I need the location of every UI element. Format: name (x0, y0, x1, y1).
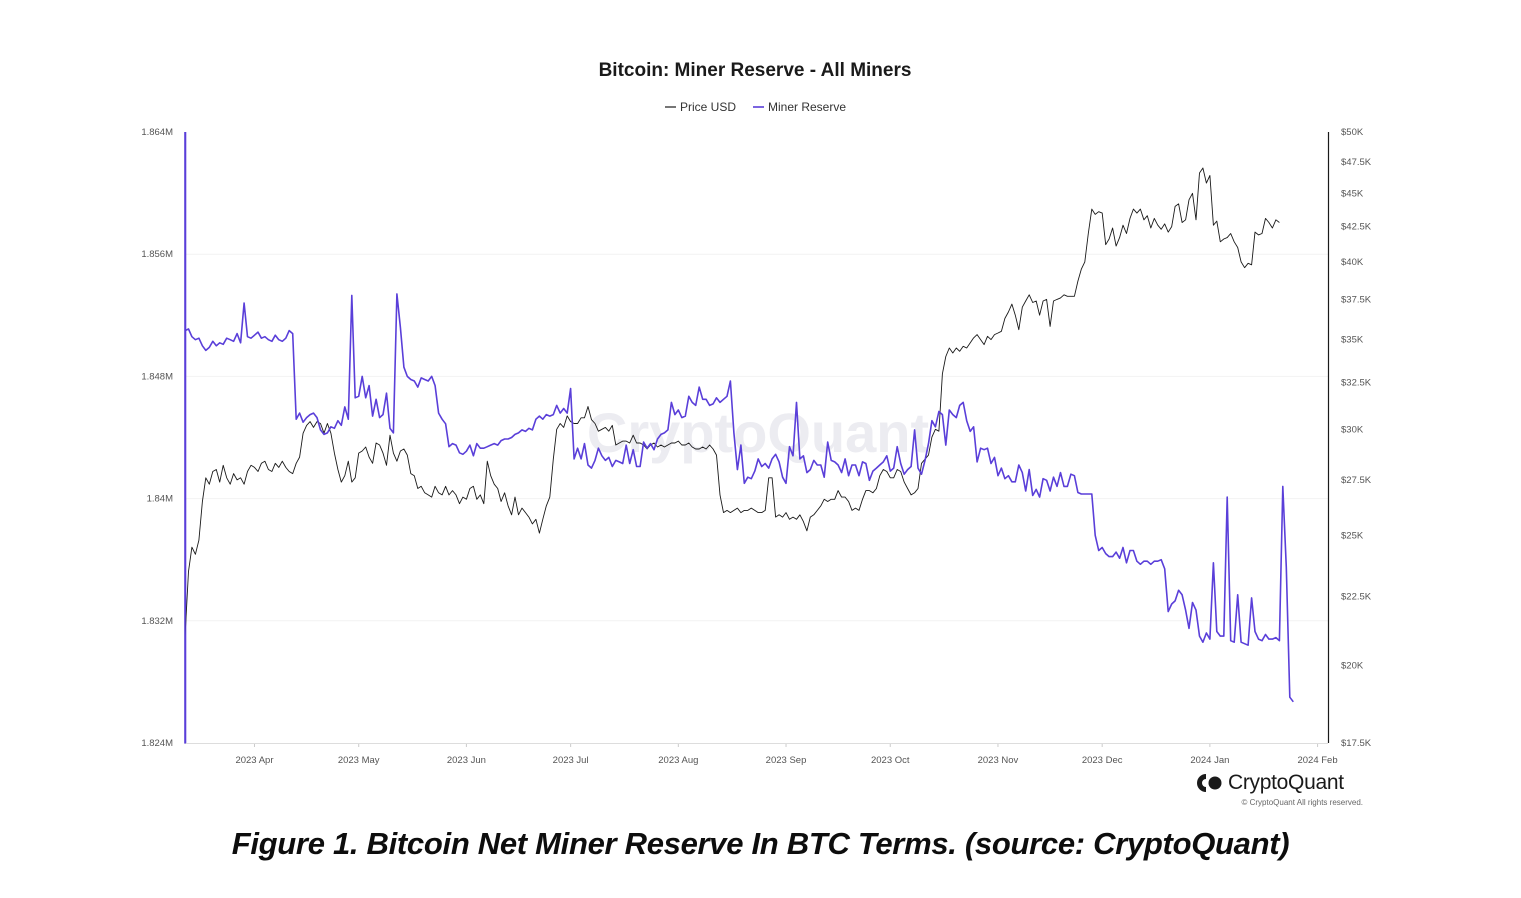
legend-label-reserve[interactable]: Miner Reserve (768, 100, 846, 114)
x-tick-label: 2023 Sep (766, 755, 807, 766)
right-axis-ticks: $50K $47.5K $45K $42.5K $40K $37.5K $35K $32.5K… (1341, 127, 1372, 749)
cryptoquant-logo-icon (1197, 774, 1222, 792)
left-tick-label: 1.832M (141, 616, 173, 627)
x-tick-label: 2023 Jul (553, 755, 589, 766)
x-tick-label: 2023 Jun (447, 755, 486, 766)
x-axis-ticks: 2023 Apr 2023 May 2023 Jun 2023 Jul 2023 Aug… (235, 743, 1338, 766)
right-tick-label: $45K (1341, 188, 1364, 199)
x-tick-label: 2023 Apr (235, 755, 273, 766)
right-tick-label: $47.5K (1341, 157, 1372, 168)
right-tick-label: $32.5K (1341, 378, 1372, 389)
left-axis-ticks: 1.824M 1.832M 1.84M 1.848M 1.856M 1.864M (141, 127, 173, 749)
x-tick-label: 2024 Jan (1190, 755, 1229, 766)
x-tick-label: 2024 Feb (1297, 755, 1337, 766)
left-tick-label: 1.856M (141, 249, 173, 260)
right-tick-label: $22.5K (1341, 592, 1372, 603)
series-miner-reserve-line (184, 132, 1294, 744)
right-tick-label: $17.5K (1341, 738, 1372, 749)
right-tick-label: $40K (1341, 257, 1364, 268)
right-tick-label: $20K (1341, 660, 1364, 671)
chart: Bitcoin: Miner Reserve - All Miners Pric… (141, 60, 1372, 766)
left-tick-label: 1.864M (141, 127, 173, 138)
legend: Price USD Miner Reserve (665, 100, 846, 114)
right-tick-label: $37.5K (1341, 294, 1372, 305)
chart-title: Bitcoin: Miner Reserve - All Miners (599, 60, 912, 81)
gridlines (185, 253, 1328, 622)
x-tick-label: 2023 Oct (871, 755, 910, 766)
series-price-usd-line (184, 167, 1280, 637)
right-tick-label: $30K (1341, 424, 1364, 435)
right-tick-label: $27.5K (1341, 475, 1372, 486)
brand-name: CryptoQuant (1228, 771, 1344, 794)
x-tick-label: 2023 Nov (978, 755, 1019, 766)
x-tick-label: 2023 Aug (658, 755, 698, 766)
right-tick-label: $42.5K (1341, 222, 1372, 233)
x-tick-label: 2023 Dec (1082, 755, 1123, 766)
brand-copyright: © CryptoQuant All rights reserved. (1241, 798, 1364, 807)
brand-logo-lockup: CryptoQuant (1196, 770, 1344, 796)
left-tick-label: 1.84M (147, 494, 173, 505)
x-tick-label: 2023 May (338, 755, 380, 766)
right-tick-label: $50K (1341, 127, 1364, 138)
left-tick-label: 1.824M (141, 738, 173, 749)
figure-caption: Figure 1. Bitcoin Net Miner Reserve In B… (231, 826, 1290, 861)
left-tick-label: 1.848M (141, 371, 173, 382)
right-tick-label: $25K (1341, 530, 1364, 541)
right-tick-label: $35K (1341, 335, 1364, 346)
legend-label-price[interactable]: Price USD (680, 100, 736, 114)
watermark: CryptoQuant (587, 401, 929, 464)
